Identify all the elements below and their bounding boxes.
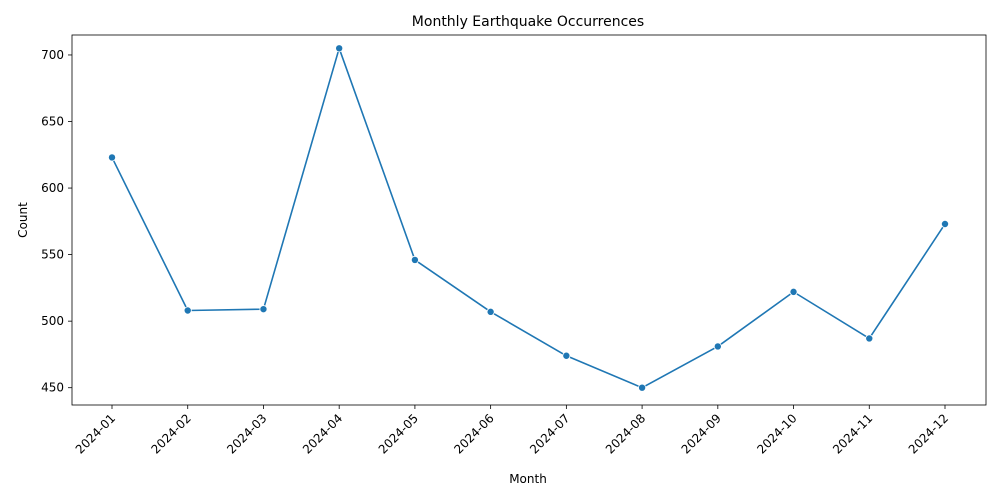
y-tick-label: 450: [41, 381, 64, 395]
x-tick-label: 2024-11: [830, 411, 875, 456]
y-tick-label: 650: [41, 115, 64, 129]
data-point: [183, 306, 192, 315]
data-point: [562, 351, 571, 360]
x-tick-label: 2024-06: [451, 411, 496, 456]
chart-title: Monthly Earthquake Occurrences: [412, 14, 644, 30]
y-tick-label: 700: [41, 48, 64, 62]
y-axis-label: Count: [16, 202, 30, 238]
y-axis: 450 500 550 600 650 700: [41, 48, 72, 395]
data-point: [713, 342, 722, 351]
y-tick-label: 600: [41, 181, 64, 195]
x-tick-label: 2024-05: [376, 411, 421, 456]
x-axis: 2024-01 2024-02 2024-03 2024-04 2024-05 2024-…: [73, 405, 951, 457]
x-tick-label: 2024-08: [603, 411, 648, 456]
data-point: [638, 383, 647, 392]
series-line: [111, 47, 946, 389]
series-layer: [108, 44, 950, 392]
data-point: [486, 307, 495, 316]
x-tick-label: 2024-02: [148, 411, 193, 456]
data-point: [941, 219, 950, 228]
x-tick-label: 2024-07: [527, 411, 572, 456]
plot-area: [71, 34, 987, 406]
y-tick-label: 550: [41, 248, 64, 262]
x-tick-label: 2024-10: [754, 411, 799, 456]
data-point: [789, 287, 798, 296]
data-point: [410, 255, 419, 264]
x-axis-label: Month: [509, 472, 547, 486]
x-tick-label: 2024-09: [679, 411, 724, 456]
x-tick-label: 2024-12: [906, 411, 951, 456]
data-point: [335, 44, 344, 53]
y-tick-label: 500: [41, 314, 64, 328]
data-point: [108, 153, 117, 162]
data-point: [259, 305, 268, 314]
x-tick-label: 2024-03: [224, 411, 269, 456]
data-point: [865, 334, 874, 343]
x-tick-label: 2024-04: [300, 411, 345, 456]
x-tick-label: 2024-01: [73, 411, 118, 456]
